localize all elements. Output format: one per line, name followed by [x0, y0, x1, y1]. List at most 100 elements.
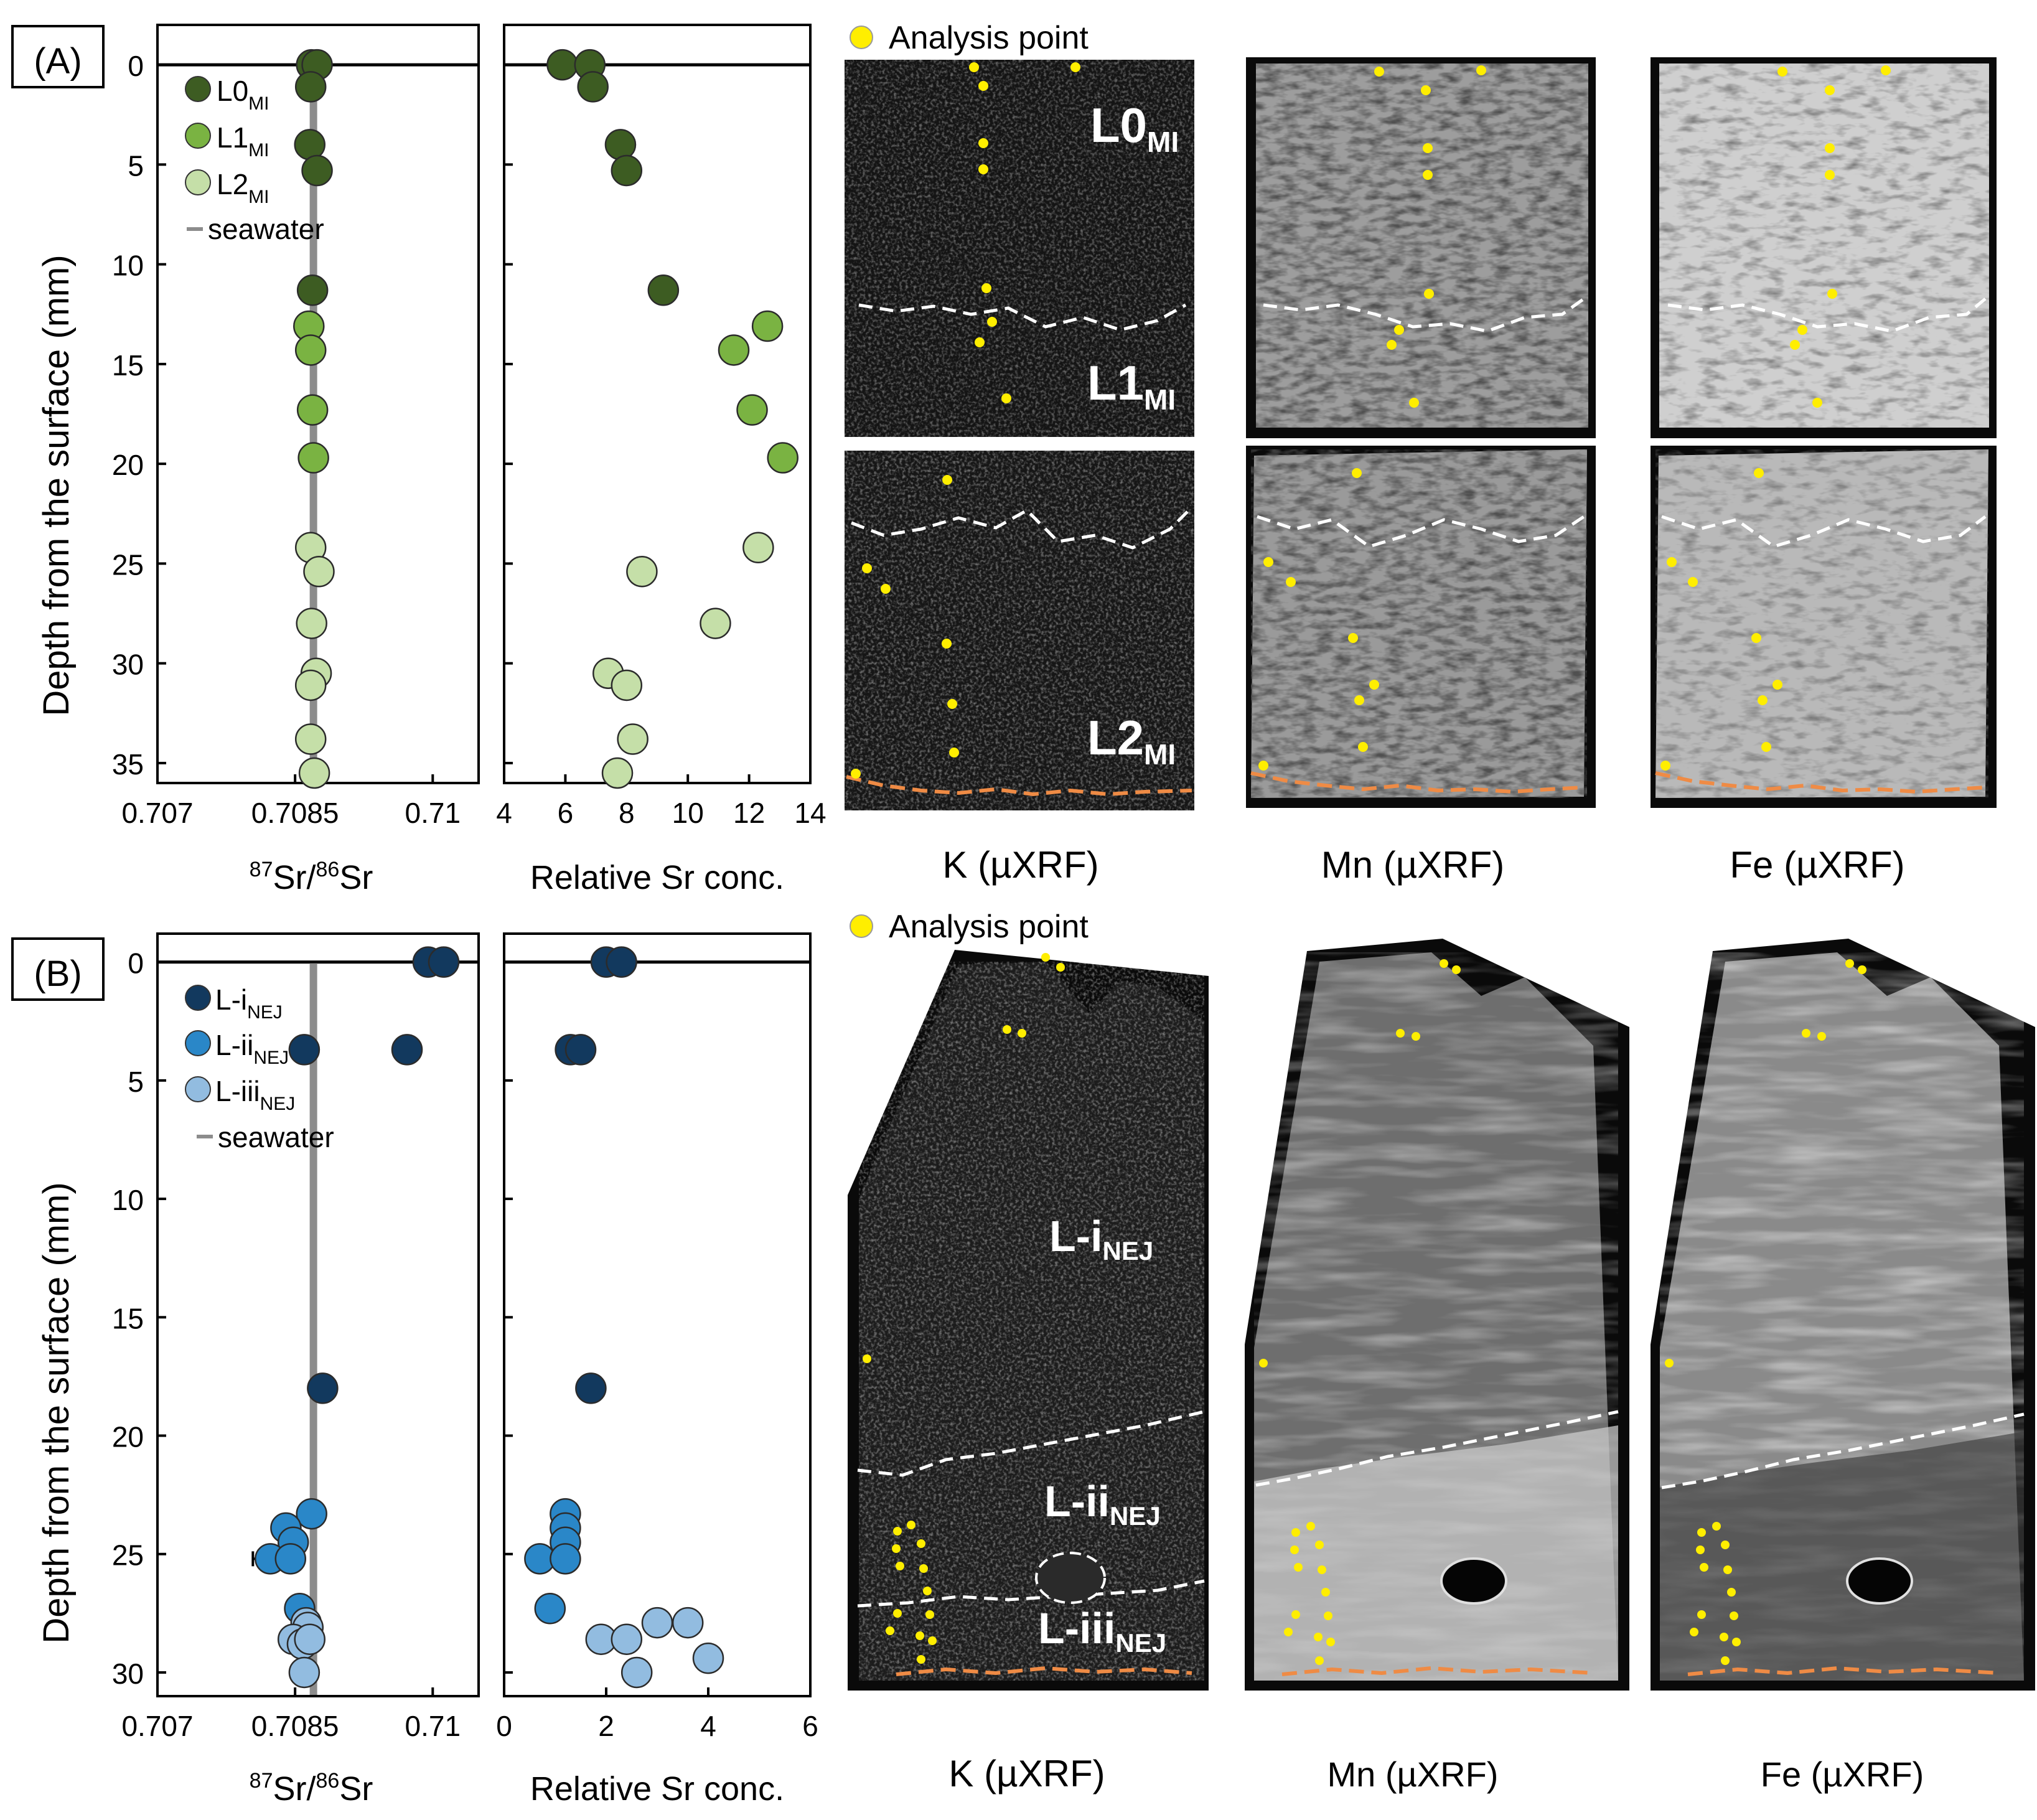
data-point	[577, 71, 609, 103]
map-caption: Fe (µXRF)	[1761, 1755, 1924, 1794]
legend-swatch-liii	[185, 1076, 211, 1102]
k-map-a: L0MI L1MI L2MI K (µXRF)	[845, 60, 1194, 886]
data-point	[742, 532, 774, 564]
void	[1846, 1557, 1913, 1605]
data-point	[294, 71, 327, 103]
layer-boundary	[1255, 1410, 1619, 1487]
map-caption: Mn (µXRF)	[1328, 1755, 1499, 1794]
layer-boundary	[1257, 515, 1585, 548]
legend-swatch-l2	[185, 169, 211, 195]
x-axis-title: Relative Sr conc.	[530, 1770, 784, 1808]
panel-b-label: (B)	[34, 954, 82, 994]
data-point	[641, 1607, 673, 1639]
data-point	[274, 1543, 307, 1575]
data-point	[601, 757, 634, 789]
data-point	[294, 723, 327, 755]
layer-label-li: L-iNEJ	[1049, 1212, 1153, 1265]
void	[1440, 1557, 1507, 1605]
layer-boundary	[857, 1410, 1205, 1477]
legend-swatch-l0	[185, 76, 211, 102]
data-point	[564, 1034, 597, 1066]
analysis-point-legend-label: Analysis point	[889, 20, 1089, 56]
analysis-points	[863, 953, 1065, 1664]
data-point	[428, 946, 460, 978]
data-point	[296, 394, 329, 426]
legend-label-l0: L0MI	[217, 75, 269, 114]
data-point	[391, 1034, 423, 1066]
layer-label-lii: L-iiNEJ	[1044, 1477, 1161, 1531]
y-tick-label: 20	[112, 1421, 144, 1453]
y-tick-label: 25	[112, 1539, 144, 1572]
data-point	[611, 669, 643, 701]
analysis-point-legend-label: Analysis point	[889, 909, 1089, 945]
x-tick-label: 0.707	[121, 1710, 193, 1742]
data-point	[575, 1372, 607, 1404]
chart-a1: 0 5 10 15 20 25 30 35 0.707 0.7085 0.71 L0MI L1MI…	[112, 24, 480, 896]
x-tick-label: 0.71	[405, 1710, 461, 1742]
layer-label-l1: L1MI	[1087, 355, 1176, 416]
chart-b1: 0 5 10 15 20 25 30 0.707 0.7085 0.71 L-iNEJ L-ii…	[112, 932, 480, 1808]
y-tick-label: 15	[112, 1302, 144, 1335]
legend-label-l1: L1MI	[217, 121, 269, 161]
analysis-points	[1259, 959, 1461, 1665]
data-point	[672, 1607, 704, 1639]
data-point	[298, 757, 330, 789]
legend-label-seawater: seawater	[208, 213, 324, 245]
map-caption: K (µXRF)	[942, 844, 1098, 886]
data-point	[751, 310, 784, 342]
x-tick-label: 2	[598, 1710, 614, 1742]
panel-a-label-box	[11, 25, 105, 88]
base-boundary	[896, 1666, 1192, 1676]
analysis-point-legend-dot	[850, 914, 873, 938]
panel-b-y-axis-title: Depth from the surface (mm)	[36, 1182, 77, 1643]
data-point	[294, 669, 327, 701]
base-boundary	[1250, 771, 1585, 794]
x-tick-label: 4	[496, 797, 512, 829]
x-tick-label: 12	[733, 797, 765, 829]
y-tick-label: 20	[112, 449, 144, 481]
data-point	[617, 723, 649, 755]
layer-boundary	[858, 303, 1187, 332]
data-point	[692, 1642, 724, 1674]
layer-label-l0: L0MI	[1090, 98, 1179, 158]
data-point	[294, 334, 327, 366]
fe-map-b: Fe (µXRF)	[1651, 939, 2035, 1794]
analysis-points	[851, 62, 1080, 779]
data-point	[604, 129, 637, 161]
y-tick-label: 30	[112, 649, 144, 681]
data-point	[626, 555, 658, 588]
x-tick-label: 4	[700, 1710, 716, 1742]
data-point	[296, 1498, 327, 1530]
panel-a: (A) Depth from the surface (mm) 0 5 10 15 20…	[11, 20, 1997, 896]
data-point	[606, 946, 637, 978]
y-tick-label: 35	[112, 748, 144, 781]
legend-swatch-l1	[185, 123, 211, 149]
map-caption: K (µXRF)	[948, 1753, 1105, 1794]
analysis-points	[1665, 959, 1866, 1665]
y-tick-label: 0	[128, 947, 144, 980]
layer-boundary	[1667, 298, 1987, 333]
data-point	[296, 607, 327, 639]
y-tick-label: 10	[112, 1184, 144, 1216]
legend-swatch-li	[185, 985, 211, 1011]
map-caption: Fe (µXRF)	[1730, 844, 1904, 886]
y-tick-label: 5	[128, 1066, 144, 1098]
y-tick-label: 5	[128, 149, 144, 182]
data-point	[303, 555, 335, 588]
data-point	[296, 274, 329, 306]
base-boundary	[1687, 1666, 2000, 1676]
panel-a-y-axis-title: Depth from the surface (mm)	[36, 255, 77, 716]
y-tick-label: 10	[112, 250, 144, 282]
legend-swatch-lii	[185, 1030, 211, 1056]
data-point	[611, 154, 643, 187]
legend-label-lii: L-iiNEJ	[215, 1029, 289, 1068]
data-point	[700, 607, 731, 639]
data-point	[294, 1623, 325, 1655]
x-axis-title: 87Sr/86Sr	[250, 1769, 373, 1808]
data-point	[647, 274, 680, 306]
layer-boundary	[857, 1579, 1205, 1608]
data-point	[767, 442, 798, 474]
analysis-points	[1258, 65, 1486, 771]
fe-map-a: Fe (µXRF)	[1651, 57, 1997, 886]
x-tick-label: 8	[619, 797, 635, 829]
